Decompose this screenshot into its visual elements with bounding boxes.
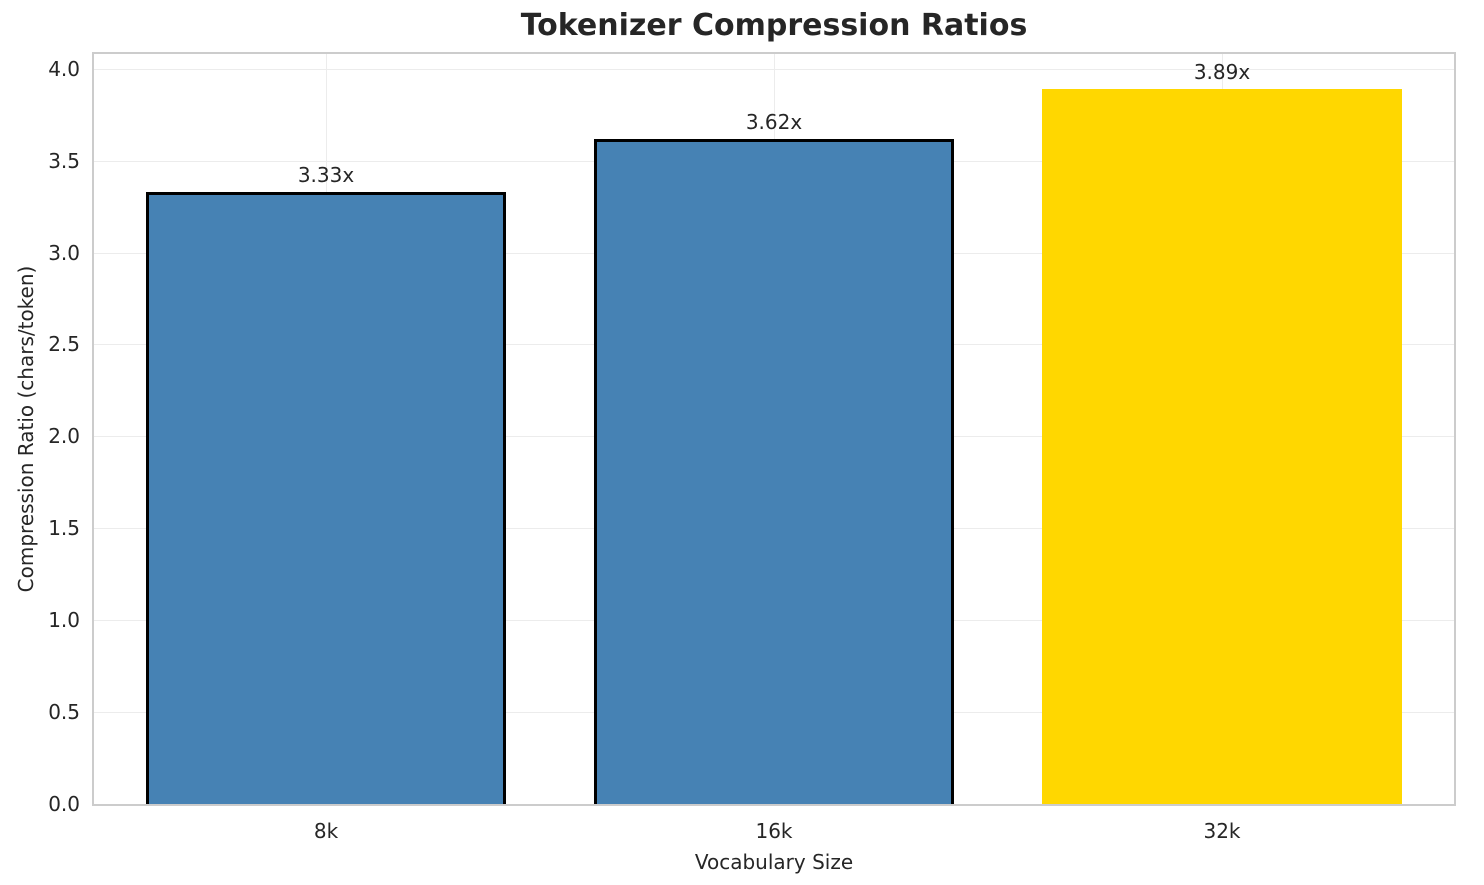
y-tick-label: 3.5 bbox=[48, 148, 80, 173]
bars-layer: 3.33x 3.62x 3.89x bbox=[94, 54, 1454, 804]
bar-value-label: 3.89x bbox=[1193, 60, 1251, 84]
bar-32k bbox=[1042, 89, 1402, 804]
y-tick-label: 1.5 bbox=[48, 516, 80, 541]
x-tick-label: 8k bbox=[313, 819, 339, 843]
y-tick-label: 3.0 bbox=[48, 240, 80, 265]
y-tick-label: 1.0 bbox=[48, 608, 80, 633]
bar-8k bbox=[146, 192, 506, 804]
y-axis-ticks: 0.0 0.5 1.0 1.5 2.0 2.5 3.0 3.5 4.0 bbox=[0, 52, 80, 816]
y-tick-label: 2.5 bbox=[48, 332, 80, 357]
x-axis-label: Vocabulary Size bbox=[694, 850, 854, 874]
x-tick-label: 32k bbox=[1203, 819, 1241, 843]
bar-value-label: 3.33x bbox=[297, 163, 355, 187]
bar-value-label: 3.62x bbox=[745, 110, 803, 134]
y-tick-label: 0.0 bbox=[48, 792, 80, 816]
y-tick-label: 4.0 bbox=[48, 56, 80, 81]
chart-title: Tokenizer Compression Ratios bbox=[520, 8, 1028, 43]
bar-16k bbox=[594, 139, 954, 804]
plot-area: 3.33x 3.62x 3.89x bbox=[92, 52, 1456, 806]
y-tick-label: 2.0 bbox=[48, 424, 80, 449]
x-axis-ticks: 8k 16k 32k bbox=[92, 818, 1456, 846]
y-tick-label: 0.5 bbox=[48, 700, 80, 725]
x-tick-label: 16k bbox=[755, 819, 793, 843]
